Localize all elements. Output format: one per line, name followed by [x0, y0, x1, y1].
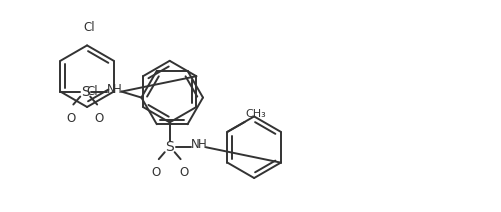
Text: Cl: Cl — [84, 21, 95, 35]
Text: H: H — [197, 138, 206, 151]
Text: O: O — [67, 112, 76, 126]
Text: O: O — [151, 166, 160, 179]
Text: H: H — [113, 83, 122, 96]
Text: S: S — [165, 140, 174, 154]
Text: O: O — [179, 166, 188, 179]
Text: Cl: Cl — [86, 85, 98, 98]
Text: S: S — [81, 85, 90, 99]
Text: CH₃: CH₃ — [246, 109, 267, 119]
Text: N: N — [107, 83, 115, 96]
Text: O: O — [95, 112, 104, 126]
Text: N: N — [191, 138, 200, 151]
